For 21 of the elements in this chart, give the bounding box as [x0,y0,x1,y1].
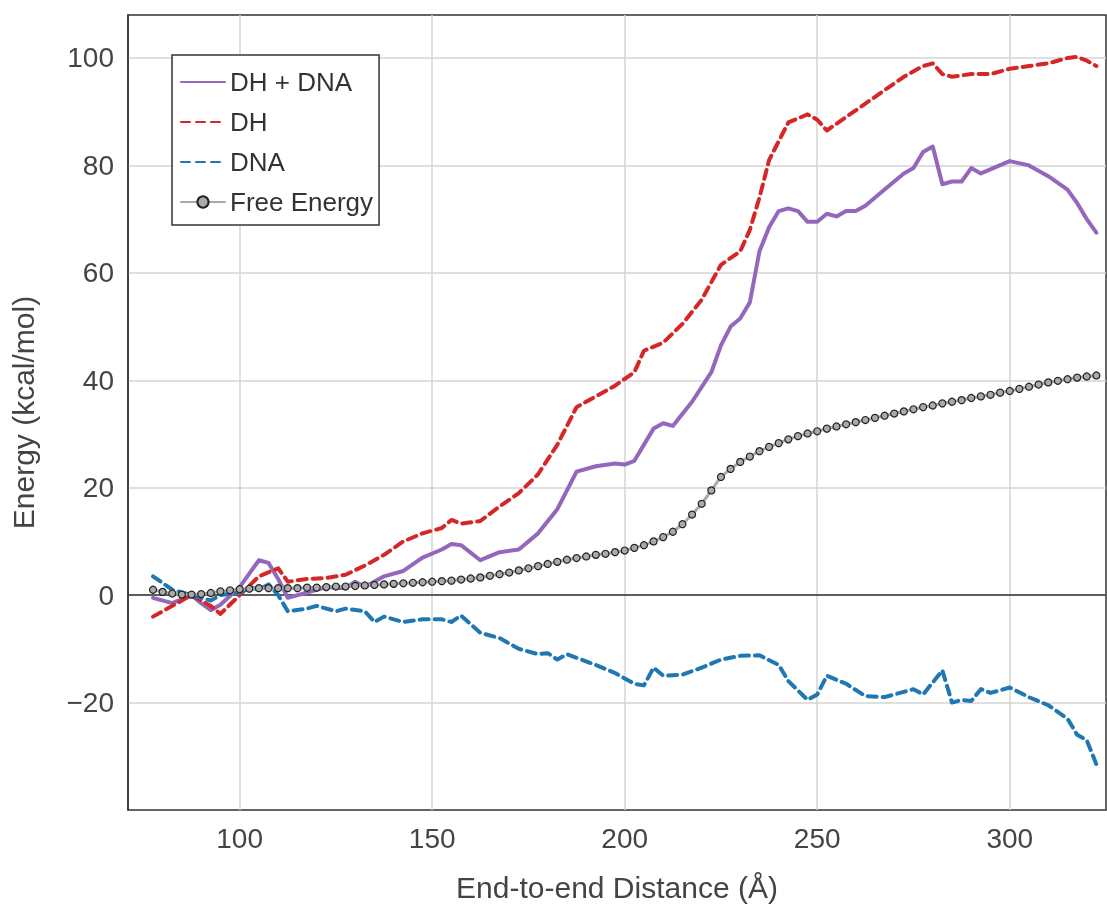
x-tick-label: 100 [216,822,264,854]
line-series [151,574,1099,767]
x-tick-label: 150 [408,822,456,854]
x-tick-label: 250 [793,822,841,854]
line-series [151,144,1099,613]
x-tick-label: 300 [986,822,1034,854]
y-tick-label: 100 [67,42,114,74]
legend-label: DH [230,107,268,137]
y-tick-label: −20 [66,687,114,719]
line-series [151,54,1099,619]
y-tick-label: 60 [82,257,114,289]
legend-label: DNA [230,147,286,177]
legend-label: Free Energy [230,187,374,217]
y-tick-label: 20 [82,472,114,504]
y-axis-title: Energy (kcal/mol) [6,295,40,530]
x-tick-label: 200 [601,822,649,854]
x-axis-title: End-to-end Distance (Å) [456,870,778,904]
legend-label: DH + DNA [230,67,353,97]
y-tick-label: 40 [82,364,114,396]
y-tick-label: 0 [98,579,114,611]
y-tick-label: 80 [82,149,114,181]
